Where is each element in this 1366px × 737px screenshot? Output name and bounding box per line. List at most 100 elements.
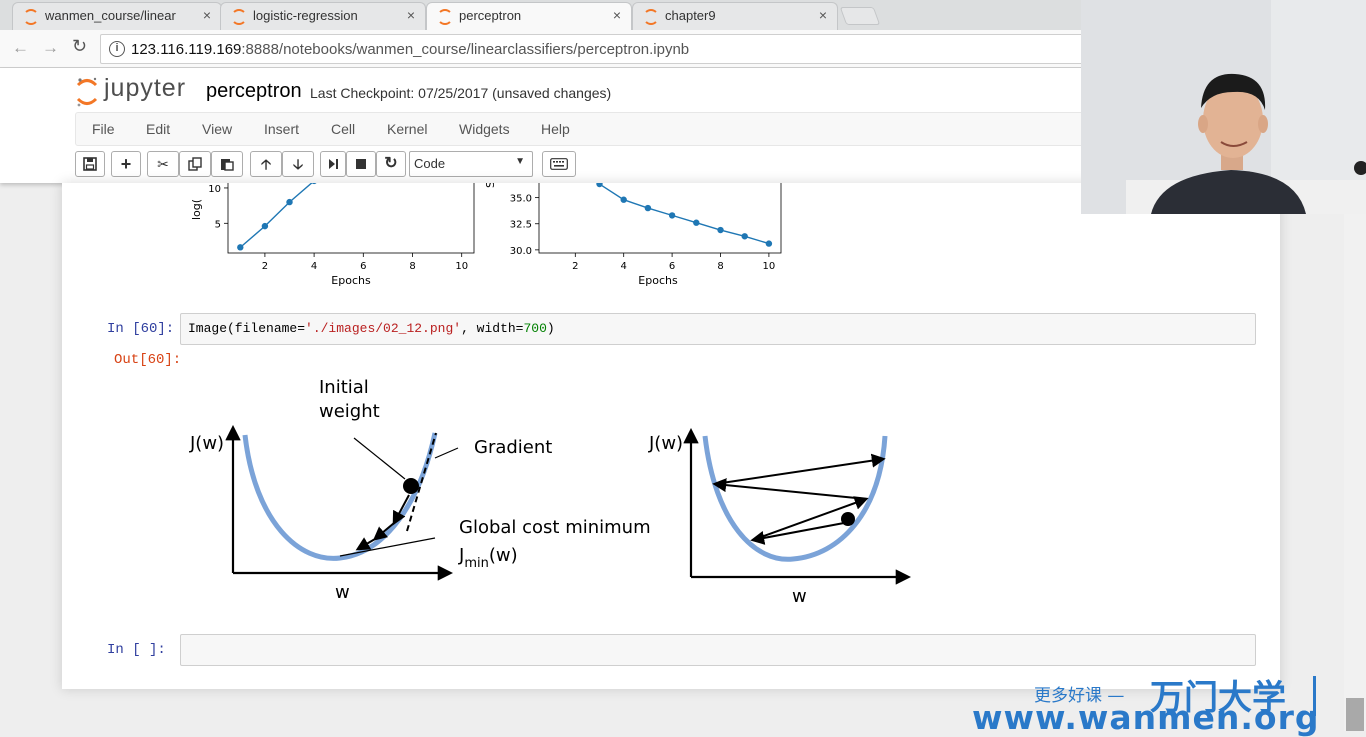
- move-up-button[interactable]: 🡡: [250, 151, 282, 177]
- move-down-button[interactable]: 🡣: [282, 151, 314, 177]
- y-axis-label: log(: [190, 199, 203, 220]
- code-string: './images/02_12.png': [305, 321, 462, 336]
- arrow-up-icon: 🡡: [260, 156, 272, 172]
- x-tick-label: 10: [763, 261, 776, 272]
- descent-step-arrow: [355, 537, 376, 551]
- caret-down-icon: ▼: [515, 156, 525, 167]
- jupyter-favicon-icon: [23, 9, 39, 25]
- menu-edit[interactable]: Edit: [146, 121, 171, 137]
- jmin-argument: (w): [489, 545, 518, 566]
- refresh-icon: ↻: [384, 155, 398, 172]
- y-tick-label: 35.0: [510, 194, 532, 205]
- series-line: [599, 183, 770, 245]
- input-prompt: In [60]:: [107, 321, 175, 337]
- tab-label: perceptron: [459, 8, 522, 23]
- empty-code-cell-input[interactable]: [180, 634, 1256, 666]
- leader-line: [353, 437, 406, 480]
- presenter-video: [1081, 0, 1366, 214]
- cost-curve-panel-right: J(w) w: [648, 427, 912, 607]
- code-token: , width=: [461, 321, 524, 336]
- data-point: [765, 240, 773, 247]
- jmin-symbol: J: [458, 545, 464, 566]
- menu-cell[interactable]: Cell: [331, 121, 356, 137]
- paste-button[interactable]: [211, 151, 243, 177]
- tab-label: logistic-regression: [253, 8, 358, 23]
- menu-help[interactable]: Help: [541, 121, 570, 137]
- gradient-tangent: [406, 432, 437, 532]
- cut-button[interactable]: ✂: [147, 151, 179, 177]
- epochs-plot-right: S 2 4 6 8 10 30.0 32.5 35.0 Epochs: [484, 183, 782, 287]
- tab-wanmen-course[interactable]: wanmen_course/linear ×: [12, 2, 222, 30]
- x-tick-label: 8: [717, 261, 723, 272]
- url-path: :8888/notebooks/wanmen_course/linearclas…: [241, 41, 690, 58]
- annotation-initial-weight: weight: [319, 401, 380, 422]
- menu-insert[interactable]: Insert: [264, 121, 300, 137]
- code-text[interactable]: Image(filename='./images/02_12.png', wid…: [188, 321, 555, 336]
- x-tick-label: 2: [572, 261, 578, 272]
- close-icon[interactable]: ×: [612, 7, 621, 23]
- overshoot-step-arrow: [752, 496, 869, 541]
- cell-type-value: Code: [414, 156, 446, 171]
- watermark-brand: 万门大学: [1150, 678, 1286, 718]
- plot-frame: [227, 183, 475, 254]
- y-tick-label: 10: [208, 184, 221, 195]
- tab-chapter9[interactable]: chapter9 ×: [632, 2, 838, 30]
- interrupt-kernel-button[interactable]: [346, 151, 376, 177]
- insert-cell-button[interactable]: +: [111, 151, 141, 177]
- paste-icon: [221, 159, 234, 171]
- x-axis-label: Epochs: [331, 274, 371, 287]
- data-point: [311, 183, 317, 185]
- copy-button[interactable]: [179, 151, 211, 177]
- cost-curve: [242, 432, 438, 561]
- annotation-gradient: Gradient: [474, 437, 552, 458]
- run-cell-button[interactable]: [320, 151, 346, 177]
- url-input[interactable]: i 123.116.119.169:8888/notebooks/wanmen_…: [100, 34, 1100, 64]
- menu-view[interactable]: View: [202, 121, 233, 137]
- reload-icon[interactable]: ↻: [72, 36, 88, 56]
- current-weight-point: [841, 512, 855, 526]
- watermark-bar: [1313, 676, 1316, 716]
- initial-weight-point: [403, 478, 419, 494]
- descent-step-arrow: [392, 494, 410, 526]
- new-tab-button[interactable]: [839, 7, 881, 25]
- descent-step-arrow: [372, 522, 395, 541]
- tab-perceptron[interactable]: perceptron ×: [426, 2, 632, 30]
- tab-logistic-regression[interactable]: logistic-regression ×: [220, 2, 426, 30]
- copy-icon: [188, 157, 202, 171]
- x-tick-label: 8: [409, 261, 415, 272]
- leader-line: [339, 537, 436, 557]
- forward-arrow-icon[interactable]: →: [42, 38, 59, 57]
- close-icon[interactable]: ×: [202, 7, 211, 23]
- scissors-icon: ✂: [157, 156, 169, 172]
- overshoot-step-arrow: [712, 478, 867, 500]
- command-palette-button[interactable]: [542, 151, 576, 177]
- data-point: [644, 204, 652, 212]
- code-cell-input[interactable]: Image(filename='./images/02_12.png', wid…: [180, 313, 1256, 345]
- code-token: Image(filename=: [188, 321, 306, 336]
- close-icon[interactable]: ×: [406, 7, 415, 23]
- cell-type-select[interactable]: Code ▼: [409, 151, 533, 177]
- plus-icon: +: [120, 154, 132, 174]
- scrollbar-thumb[interactable]: [1346, 698, 1364, 731]
- x-axis-label: Epochs: [638, 274, 678, 287]
- step-forward-icon: [329, 159, 338, 169]
- menu-kernel[interactable]: Kernel: [387, 121, 428, 137]
- notebook-name[interactable]: perceptron: [206, 80, 302, 102]
- annotation-global-minimum: Global cost minimum: [459, 517, 651, 538]
- output-prompt: Out[60]:: [114, 352, 182, 368]
- menu-widgets[interactable]: Widgets: [459, 121, 510, 137]
- jupyter-logo-text[interactable]: jupyter: [104, 74, 187, 102]
- close-icon[interactable]: ×: [818, 7, 827, 23]
- x-tick-label: 4: [621, 261, 627, 272]
- plot-frame: [538, 183, 782, 254]
- overshoot-step-arrow: [750, 522, 845, 545]
- save-button[interactable]: [75, 151, 105, 177]
- url-text: 123.116.119.169:8888/notebooks/wanmen_co…: [131, 41, 689, 58]
- restart-kernel-button[interactable]: ↻: [376, 151, 406, 177]
- menu-file[interactable]: File: [92, 121, 115, 137]
- x-axis-label: w: [792, 586, 807, 607]
- back-arrow-icon[interactable]: ←: [12, 38, 29, 57]
- info-icon[interactable]: i: [109, 41, 125, 57]
- vertical-scrollbar[interactable]: [1344, 183, 1366, 731]
- jupyter-logo-icon[interactable]: [76, 77, 98, 107]
